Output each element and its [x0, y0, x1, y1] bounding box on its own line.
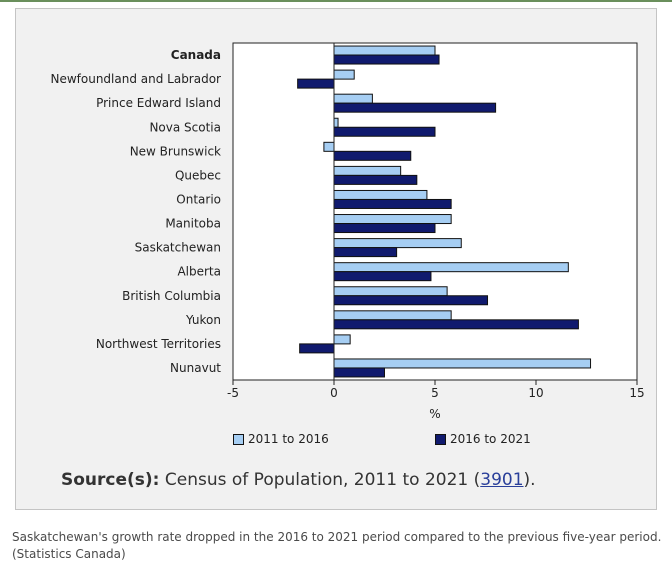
- legend-swatch-2016-2021: [435, 433, 446, 445]
- bar-2011-2016-nunavut: [333, 358, 592, 369]
- bar-2011-2016-new-brunswick: [323, 141, 335, 152]
- bar-2016-2021-quebec: [333, 174, 418, 185]
- bar-2011-2016-yukon: [333, 310, 452, 321]
- bar-2011-2016-newfoundland-and-labrador: [333, 69, 355, 80]
- bar-2011-2016-manitoba: [333, 214, 452, 225]
- bar-2011-2016-british-columbia: [333, 286, 448, 297]
- x-tick-label: 10: [528, 386, 543, 400]
- bar-2016-2021-prince-edward-island: [333, 102, 497, 113]
- category-label-alberta: Alberta: [177, 265, 221, 279]
- category-label-new-brunswick: New Brunswick: [130, 144, 221, 158]
- source-end: ).: [523, 470, 536, 490]
- bar-chart: Canada Newfoundland and Labrador Prince Ed…: [50, 42, 645, 421]
- category-label-ontario: Ontario: [176, 192, 221, 206]
- category-label-nunavut: Nunavut: [170, 361, 221, 375]
- plot-area: [232, 42, 638, 381]
- category-label-nova-scotia: Nova Scotia: [149, 120, 221, 134]
- bar-2016-2021-saskatchewan: [333, 247, 398, 258]
- bar-2016-2021-manitoba: [333, 223, 436, 234]
- bar-2016-2021-ontario: [333, 198, 452, 209]
- legend-item-2016-2021: 2016 to 2021: [435, 432, 531, 446]
- x-axis-label: %: [429, 407, 440, 421]
- category-label-quebec: Quebec: [175, 168, 221, 182]
- source-label: Source(s):: [61, 470, 160, 490]
- category-label-prince-edward-island: Prince Edward Island: [96, 96, 221, 110]
- legend-item-2011-2016: 2011 to 2016: [233, 432, 329, 446]
- bar-2016-2021-british-columbia: [333, 295, 489, 306]
- category-label-newfoundland-and-labrador: Newfoundland and Labrador: [50, 72, 221, 86]
- bar-2016-2021-alberta: [333, 271, 432, 282]
- caption-line-2: (Statistics Canada): [12, 547, 126, 561]
- source-line: Source(s): Census of Population, 2011 to…: [61, 470, 536, 490]
- bar-2016-2021-canada: [333, 54, 440, 65]
- bar-2016-2021-nunavut: [333, 367, 385, 378]
- x-tick-label: 0: [330, 386, 338, 400]
- legend-label-2011-2016: 2011 to 2016: [248, 432, 329, 446]
- category-label-manitoba: Manitoba: [165, 217, 221, 231]
- source-link[interactable]: 3901: [480, 470, 524, 490]
- top-rule: [0, 0, 672, 2]
- bar-2016-2021-newfoundland-and-labrador: [297, 78, 335, 89]
- bar-2011-2016-nova-scotia: [333, 117, 339, 128]
- bar-2011-2016-canada: [333, 45, 436, 56]
- bar-2016-2021-yukon: [333, 319, 579, 330]
- bar-2011-2016-prince-edward-island: [333, 93, 373, 104]
- bar-2011-2016-quebec: [333, 165, 402, 176]
- source-text: Census of Population, 2011 to 2021 (: [164, 470, 481, 490]
- bar-2016-2021-northwest-territories: [299, 343, 335, 354]
- category-label-canada: Canada: [171, 48, 221, 62]
- legend-label-2016-2021: 2016 to 2021: [450, 432, 531, 446]
- legend-swatch-2011-2016: [233, 433, 244, 445]
- category-label-northwest-territories: Northwest Territories: [96, 337, 221, 351]
- x-tick-label: 15: [629, 386, 644, 400]
- figure-caption: Saskatchewan's growth rate dropped in th…: [12, 529, 662, 563]
- bar-2011-2016-ontario: [333, 189, 428, 200]
- x-tick-label: -5: [227, 386, 239, 400]
- bar-2016-2021-nova-scotia: [333, 126, 436, 137]
- bar-2011-2016-northwest-territories: [333, 334, 351, 345]
- category-label-yukon: Yukon: [185, 313, 221, 327]
- bar-2016-2021-new-brunswick: [333, 150, 412, 161]
- bar-2011-2016-alberta: [333, 262, 569, 273]
- caption-line-1: Saskatchewan's growth rate dropped in th…: [12, 530, 662, 544]
- x-tick-label: 5: [431, 386, 439, 400]
- bar-2011-2016-saskatchewan: [333, 238, 462, 249]
- category-label-british-columbia: British Columbia: [122, 289, 221, 303]
- category-label-saskatchewan: Saskatchewan: [135, 241, 221, 255]
